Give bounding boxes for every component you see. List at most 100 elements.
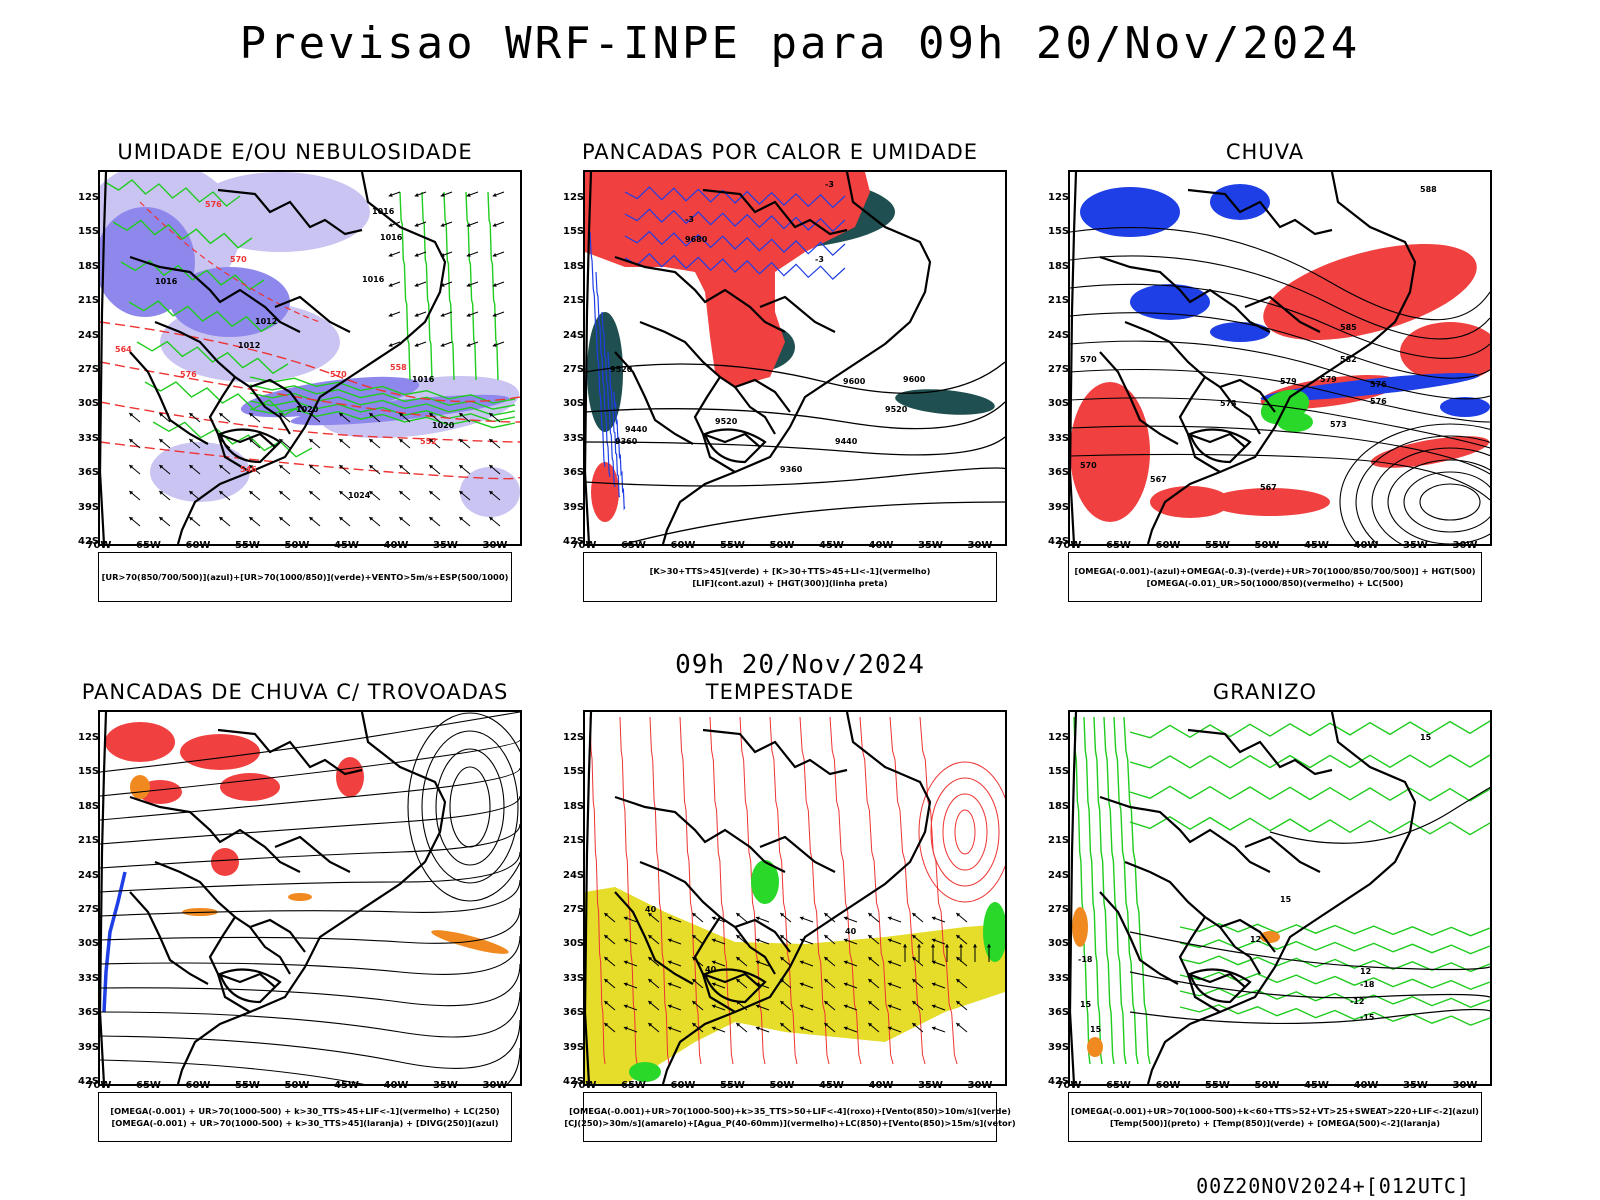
lon-label: 50W xyxy=(284,540,310,551)
map-frame[interactable]: 588 585 582 579 576 573 570 567 576 579 573 570 567 xyxy=(1068,170,1492,546)
west-coastline xyxy=(585,712,593,1084)
contour-label: 9440 xyxy=(625,425,648,434)
contour-label: 9680 xyxy=(685,235,708,244)
contour-label: 1012 xyxy=(255,317,277,326)
contour-label: 9440 xyxy=(835,437,858,446)
lon-label: 60W xyxy=(670,1080,696,1091)
lat-label: 12S xyxy=(563,732,585,743)
lon-label: 55W xyxy=(720,540,745,551)
contour-label: 576 xyxy=(1370,397,1387,406)
lat-label: 39S xyxy=(563,1041,585,1053)
lon-label: 65W xyxy=(1106,1080,1131,1091)
map-canvas: 1016 1016 1016 1016 1012 1012 1016 1020 1020 1024… xyxy=(100,172,520,544)
legend-line: [OMEGA(-0.001)+UR>70(1000-500)+k<60+TTS>… xyxy=(1071,1106,1479,1116)
legend-line: [Temp(500)](preto) + [Temp(850)](verde) … xyxy=(1109,1118,1441,1128)
legend-box: [K>30+TTS>45](verde) + [K>30+TTS>45+LI<-… xyxy=(583,552,997,602)
lon-label: 45W xyxy=(334,540,359,551)
low-level-humidity-contours xyxy=(104,179,516,458)
lon-label: 70W xyxy=(86,1080,112,1091)
lon-label: 70W xyxy=(86,540,112,551)
geography-outlines xyxy=(100,712,447,1084)
lagoa-outline xyxy=(218,428,282,464)
lat-label: 12S xyxy=(78,192,100,203)
lat-label: 30S xyxy=(1048,398,1070,410)
lat-label: 27S xyxy=(1048,904,1070,915)
lon-label: 50W xyxy=(769,1080,795,1091)
map-frame[interactable]: 15 15 12 12 -12 -15 -18 -18 15 15 xyxy=(1068,710,1492,1086)
geography-outlines xyxy=(585,712,932,1084)
legend-line: [OMEGA(-0.01)_UR>50(1000/850)(vermelho) … xyxy=(1146,578,1404,588)
coastline xyxy=(661,172,932,544)
lat-label: 18S xyxy=(78,800,100,812)
lon-label: 55W xyxy=(235,1080,260,1091)
lat-label: 39S xyxy=(78,501,100,513)
lat-label: 36S xyxy=(563,467,585,479)
map-frame[interactable] xyxy=(98,710,522,1086)
temp850-contours xyxy=(1073,716,1490,1065)
contour-labels: 588 585 582 579 576 573 570 567 576 579 573 570 567 xyxy=(1080,185,1437,492)
legend-line: [OMEGA(-0.001) + UR>70(1000-500) + k>30_… xyxy=(110,1106,500,1116)
country-border xyxy=(129,795,301,873)
country-border xyxy=(249,926,291,975)
contour-label: 579 xyxy=(1320,375,1337,384)
country-border xyxy=(129,891,209,985)
contour-label: 9600 xyxy=(843,377,866,386)
geography-outlines xyxy=(585,172,932,544)
contour-label: 40 xyxy=(645,905,657,914)
lon-label: 65W xyxy=(621,1080,646,1091)
country-border xyxy=(1219,926,1261,975)
lon-label: 70W xyxy=(1056,540,1082,551)
country-border xyxy=(217,728,363,776)
lat-label: 15S xyxy=(563,226,585,238)
contour-label: 1024 xyxy=(348,491,371,500)
lon-label: 40W xyxy=(383,1080,409,1091)
lat-label: 18S xyxy=(1048,260,1070,272)
contour-label: 9520 xyxy=(885,405,908,414)
map-frame[interactable]: 1016 1016 1016 1016 1012 1012 1016 1020 1020 1024… xyxy=(98,170,522,546)
contour-label: 570 xyxy=(230,255,247,264)
contour-label: 12 xyxy=(1360,967,1371,976)
contour-label: -15 xyxy=(1360,1013,1375,1022)
legend-line: [UR>70(850/700/500)](azul)+[UR>70(1000/8… xyxy=(101,572,509,582)
lon-label: 40W xyxy=(1353,540,1379,551)
map-canvas: 40 40 40 xyxy=(585,712,1005,1084)
map-frame[interactable]: 40 40 40 xyxy=(583,710,1007,1086)
lon-label: 35W xyxy=(1403,1080,1428,1091)
lat-label: 15S xyxy=(78,226,100,238)
lat-label: 21S xyxy=(563,835,585,847)
contour-label: 582 xyxy=(1340,355,1357,364)
lat-label: 24S xyxy=(1048,869,1070,881)
contour-label: 585 xyxy=(1340,323,1357,332)
lat-label: 27S xyxy=(563,904,585,915)
map-frame[interactable]: 9680 9600 9600 9520 9520 9440 9440 9360 9360 9520… xyxy=(583,170,1007,546)
lon-label: 30W xyxy=(1452,1080,1478,1091)
lat-label: 42S xyxy=(563,1076,585,1087)
country-border xyxy=(217,188,363,236)
lat-label: 15S xyxy=(563,766,585,778)
contour-labels: 15 15 12 12 -12 -15 -18 -18 15 15 xyxy=(1078,733,1432,1034)
geography-outlines xyxy=(1070,712,1417,1084)
lat-label: 42S xyxy=(78,536,100,547)
country-border xyxy=(216,973,251,1013)
lon-label: 70W xyxy=(571,1080,597,1091)
country-border xyxy=(1186,433,1221,473)
lon-label: 35W xyxy=(1403,540,1428,551)
panel-pancadas-calor: PANCADAS POR CALOR E UMIDADE 9680 9600 9600… xyxy=(563,140,1007,602)
rain-red-areas xyxy=(1070,244,1490,522)
contour-label: 15 xyxy=(1090,1025,1102,1034)
lat-label: 18S xyxy=(563,800,585,812)
lon-label: 50W xyxy=(284,1080,310,1091)
contour-label: -18 xyxy=(1078,955,1093,964)
panel-tempestade: TEMPESTADE 40 40 40 12S 15S 18S 21S 24S 27S 30S 33S… xyxy=(563,680,1016,1142)
thunderstorm-orange-areas xyxy=(130,775,509,954)
lat-label: 33S xyxy=(78,432,100,444)
lat-label: 24S xyxy=(563,329,585,341)
legend-line: [K>30+TTS>45](verde) + [K>30+TTS>45+LI<-… xyxy=(649,566,931,576)
contour-label: 588 xyxy=(1420,185,1437,194)
country-border xyxy=(701,433,736,473)
lat-label: 33S xyxy=(563,972,585,984)
contour-label: 1016 xyxy=(362,275,385,284)
country-border xyxy=(1099,795,1271,873)
lon-label: 45W xyxy=(334,1080,359,1091)
country-border xyxy=(614,255,786,333)
